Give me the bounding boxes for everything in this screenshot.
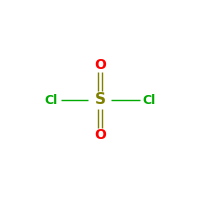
Text: O: O	[94, 128, 106, 142]
Text: O: O	[94, 58, 106, 72]
Text: Cl: Cl	[44, 94, 58, 106]
Text: Cl: Cl	[142, 94, 156, 106]
Text: S: S	[95, 92, 106, 108]
